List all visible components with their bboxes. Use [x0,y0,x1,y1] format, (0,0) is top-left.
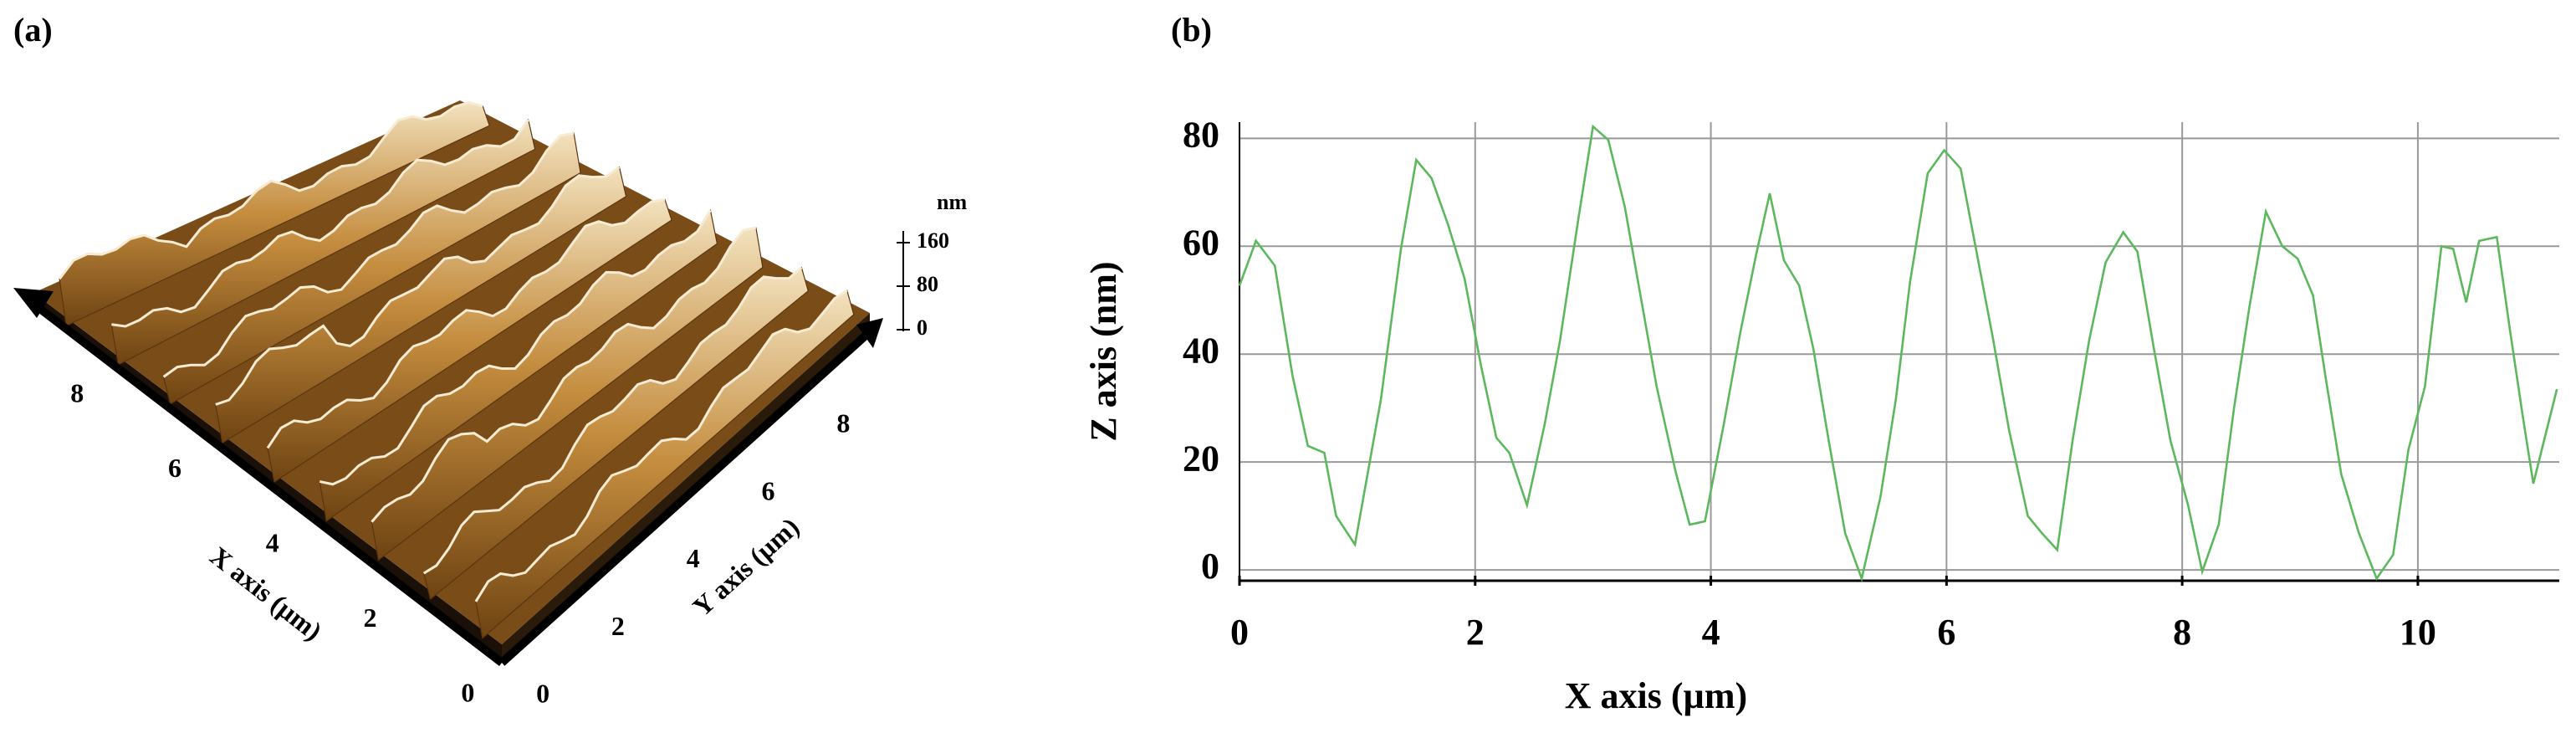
surface-ridges [58,101,855,639]
y-tick-label: 8 [836,408,850,438]
y-tick-label: 2 [611,611,625,641]
y-axis-title: Y axis (µm) [687,511,805,622]
y-tick-label: 20 [1183,438,1219,479]
y-tick-label: 80 [1183,114,1219,155]
x-axis-title: X axis (µm) [1565,675,1747,716]
y-tick-label: 4 [687,543,700,573]
x-tick-label: 4 [266,528,279,558]
ridge-highlight [58,101,483,280]
x-tick-label: 2 [364,602,377,633]
y-tick-label: 0 [1201,546,1219,587]
panel-label: (b) [1171,11,1212,49]
arrowhead [13,288,54,318]
x-tick-label: 6 [1937,612,1955,653]
y-axis-title: Z axis (nm) [1083,261,1124,441]
y-tick-label: 0 [536,679,549,709]
x-tick-label: 4 [1702,612,1720,653]
y-tick-label: 60 [1183,222,1219,263]
y-tick-label: 40 [1183,330,1219,371]
x-tick-label: 10 [2400,612,2436,653]
ridge-highlight [215,166,621,406]
ridge-highlight [266,198,666,449]
y-axis [498,331,870,666]
x-tick-label: 8 [2173,612,2191,653]
z-unit: nm [937,190,967,214]
ridge-highlight [319,209,712,486]
z-tick-label: 160 [917,228,949,253]
ridge-highlight [111,119,529,328]
z-tick-label: 80 [917,272,938,296]
y-tick-label: 6 [762,475,775,505]
ridge-highlight [162,131,575,378]
x-tick-label: 8 [70,378,84,408]
line-series [1238,124,2558,582]
x-tick-label: 2 [1466,612,1485,653]
x-axis [33,303,505,666]
x-tick-label: 0 [461,678,474,708]
arrowhead [856,318,883,348]
panel-label: (a) [13,11,53,49]
x-tick-label: 6 [168,453,181,483]
x-tick-label: 0 [1230,612,1249,653]
z-tick-label: 0 [917,315,928,340]
ridge-highlight [371,226,757,523]
ridge-highlight [474,289,848,602]
ridge-highlight [422,266,803,575]
